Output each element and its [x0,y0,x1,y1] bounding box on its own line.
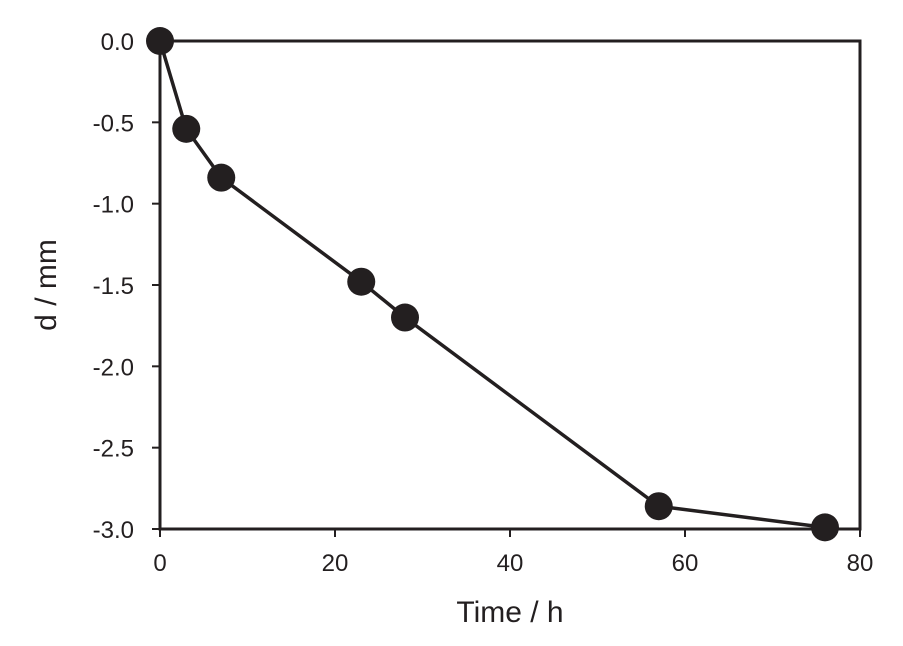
x-tick-label: 60 [672,550,699,577]
y-tick-label: -2.0 [93,354,134,381]
y-tick-label: -1.0 [93,192,134,219]
data-point [347,267,376,296]
series-line [158,40,826,530]
y-tick-label: -1.5 [93,273,134,300]
data-point [644,492,673,521]
y-tick-label: 0.0 [101,29,134,56]
data-point [391,303,419,332]
y-tick-label: -0.5 [93,110,134,137]
data-point [207,163,236,192]
x-tick-label: 80 [847,550,874,577]
x-tick-label: 0 [153,550,166,577]
plot-frame [158,39,862,531]
data-point [146,27,174,55]
x-axis-label: Time / h [456,596,563,629]
y-axis-label: d / mm [30,239,63,331]
data-point [172,114,201,143]
x-tick-label: 40 [497,550,524,577]
y-tick-label: -2.5 [93,436,134,463]
data-point [811,513,839,542]
y-tick-label: -3.0 [93,517,134,544]
x-tick-label: 20 [322,550,349,577]
